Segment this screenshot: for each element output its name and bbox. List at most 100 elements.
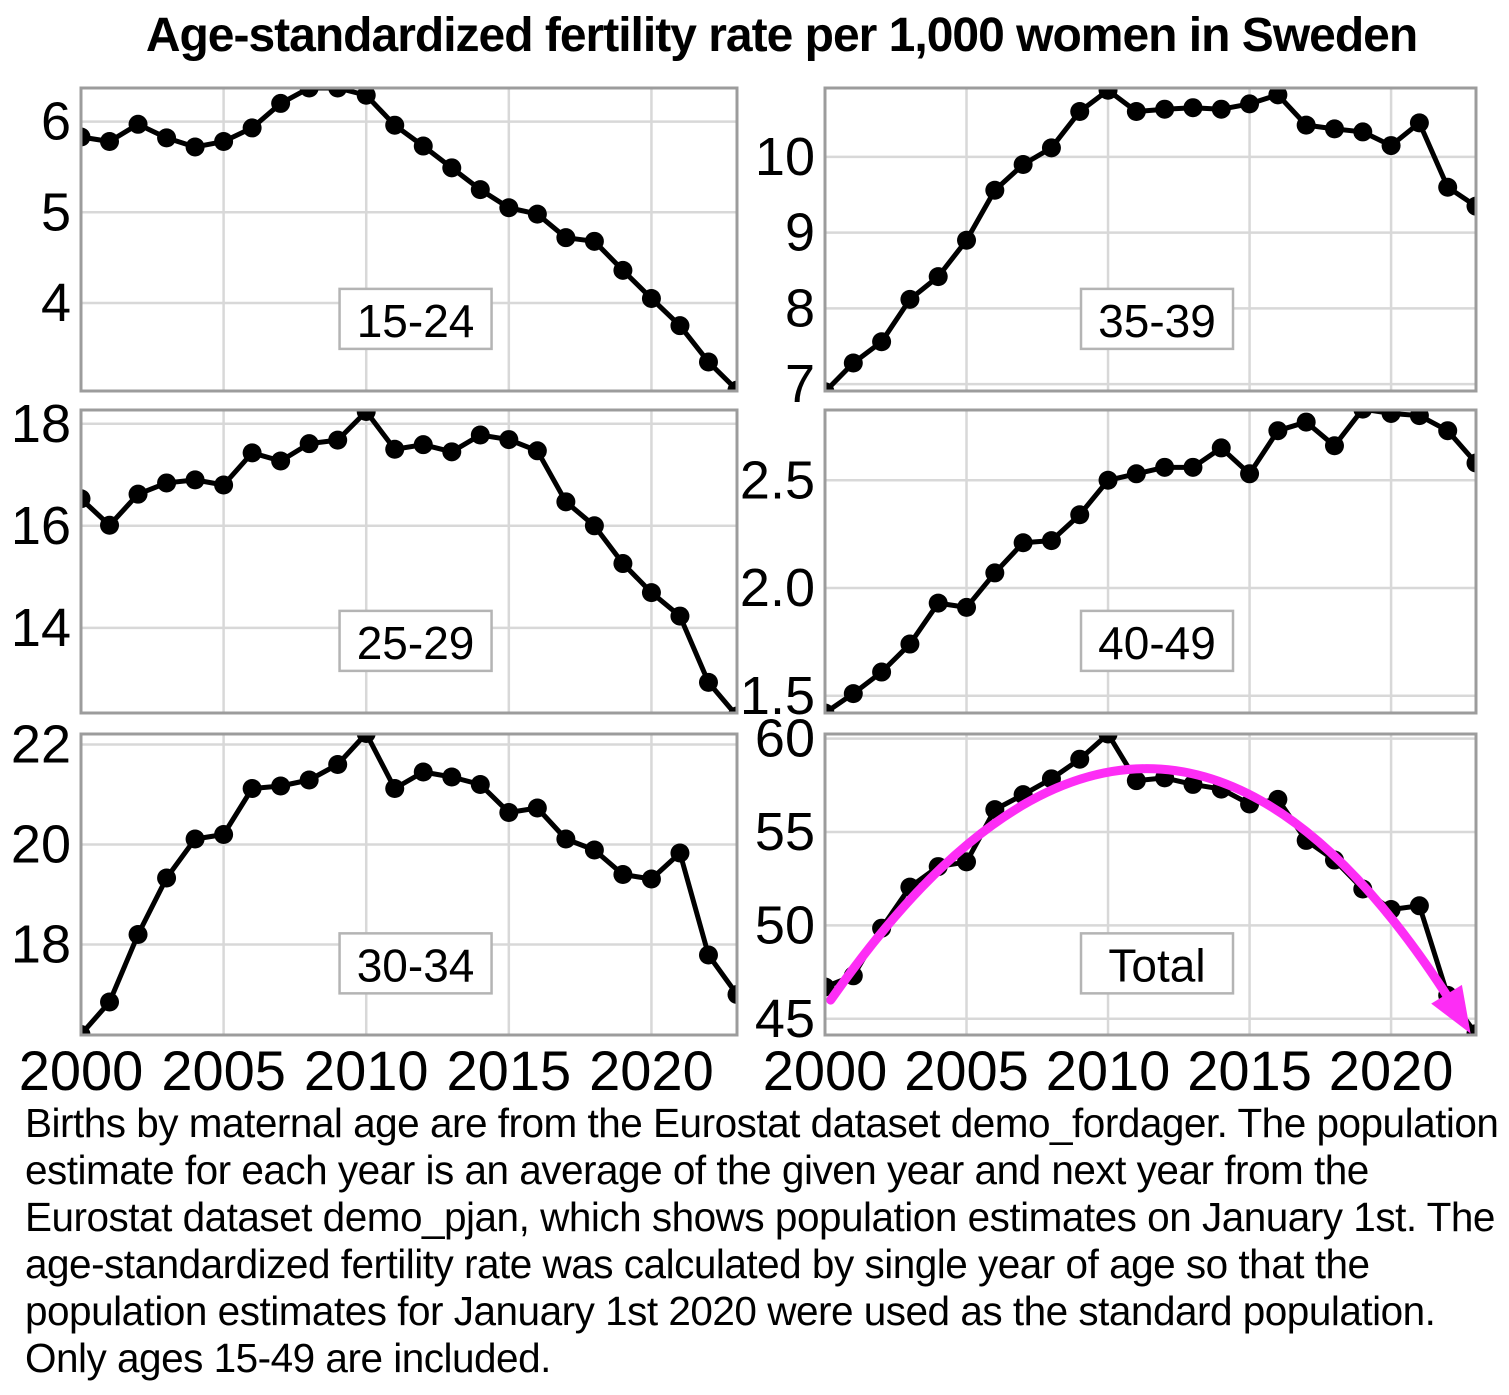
data-point [641,288,661,308]
data-point [1409,409,1429,426]
data-point [1268,87,1288,105]
data-point [527,441,547,461]
panel-35-39: 35-39 [823,86,1478,393]
data-point [698,672,718,692]
data-point [527,798,547,818]
data-point [824,703,835,714]
data-point [442,442,462,462]
data-point [128,114,148,134]
data-point [556,492,576,512]
data-point [100,515,120,535]
age-group-label: 15-24 [357,295,475,347]
data-point [1324,119,1344,139]
data-point [843,353,863,373]
data-point [843,684,863,704]
data-point [1013,533,1033,553]
data-point [670,316,690,336]
data-point [1296,412,1316,432]
data-point [985,563,1005,583]
data-point [157,128,177,148]
data-point [470,425,490,445]
y-tick-label: 4 [41,273,71,333]
panel-25-29: 25-29 [79,408,739,715]
data-point [157,868,177,888]
data-point [1041,138,1061,158]
panel-frame [79,732,739,1037]
data-point [985,800,1005,820]
panel-15-24: 15-24 [79,86,739,393]
x-tick-label: 2020 [589,1039,714,1100]
x-tick-label: 2005 [161,1039,286,1100]
data-point [1438,421,1458,441]
data-point [1183,774,1203,794]
data-point [1098,733,1118,744]
data-point [1268,421,1288,441]
y-tick-label: 55 [755,802,815,862]
data-point [328,430,348,450]
data-point [470,180,490,200]
age-group-label-box [1079,932,1235,995]
chart-canvas: 15-2445635-397891025-2914161840-491.52.0… [11,86,1478,1102]
data-point [356,87,376,105]
data-point [80,489,91,509]
panel-frame [823,732,1478,1037]
y-tick-label: 5 [41,182,71,242]
data-point [100,992,120,1012]
y-tick-label: 50 [755,895,815,955]
y-tick-label: 60 [755,709,815,769]
data-point [185,470,205,490]
data-point [1466,196,1477,216]
data-point [128,925,148,944]
data-point [1353,122,1373,142]
data-point [1381,409,1401,423]
data-point [299,434,319,454]
age-group-label: 30-34 [357,939,475,991]
data-point [584,516,604,536]
data-point [1409,896,1429,916]
data-point [872,332,892,352]
data-point [499,803,519,822]
data-point [641,869,661,889]
data-point [1155,457,1175,477]
data-point [385,779,405,798]
age-group-label: 40-49 [1098,617,1216,669]
data-point [1098,470,1118,490]
x-tick-label: 2015 [1187,1039,1312,1100]
y-tick-label: 10 [755,127,815,187]
data-point [299,770,319,790]
x-tick-label: 2010 [1046,1039,1171,1100]
data-point [100,132,120,152]
data-point [670,843,690,863]
data-point [613,554,633,574]
data-point [271,451,291,471]
data-point [1438,177,1458,197]
data-point [242,118,262,138]
data-point [328,87,348,98]
trend-arrowhead [1431,984,1471,1034]
data-point [1070,749,1090,769]
data-point [1183,457,1203,477]
data-point [1098,87,1118,100]
data-point [185,137,205,157]
data-point [1070,101,1090,121]
data-point [641,583,661,603]
data-point [385,439,405,459]
data-point [928,267,948,287]
data-point [499,430,519,450]
data-point [900,289,920,309]
data-point [470,775,490,794]
x-tick-label: 2005 [904,1039,1029,1100]
data-point [957,597,977,617]
y-tick-label: 2.5 [740,450,815,510]
data-point [900,634,920,654]
data-point [1155,99,1175,119]
data-point [1324,436,1344,456]
y-tick-label: 7 [785,354,815,414]
data-point [527,204,547,224]
panel-frame [823,86,1478,393]
y-tick-label: 22 [11,715,71,775]
age-group-label: Total [1108,939,1205,991]
data-point [928,593,948,613]
data-point [80,127,91,147]
